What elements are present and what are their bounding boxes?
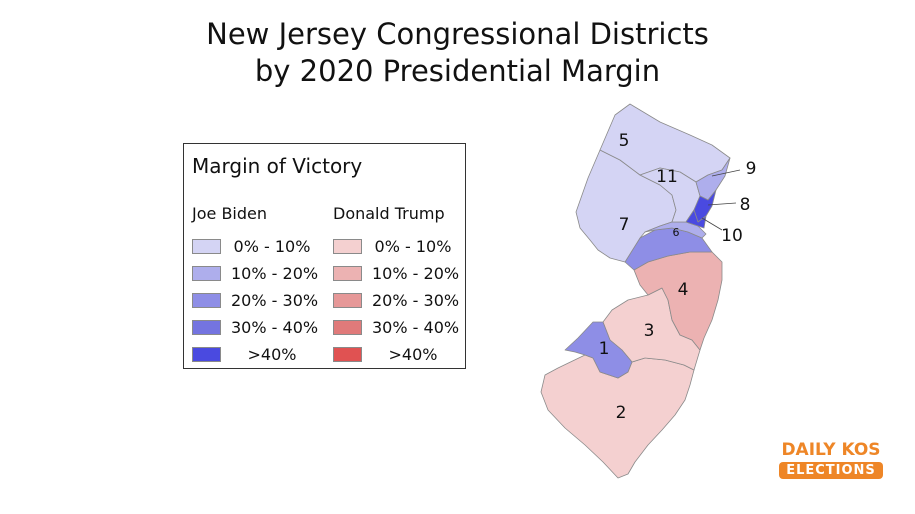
legend-row-biden: 20% - 30% bbox=[192, 290, 319, 310]
legend-swatch-trump bbox=[333, 319, 362, 335]
legend-row-trump: >40% bbox=[333, 344, 454, 364]
district-1 bbox=[564, 321, 633, 379]
legend-row-biden: 30% - 40% bbox=[192, 317, 319, 337]
district-10 bbox=[685, 209, 707, 229]
district-label-4: 4 bbox=[678, 280, 689, 300]
legend-range-label: 20% - 30% bbox=[231, 290, 319, 310]
legend-row-trump: 10% - 20% bbox=[333, 263, 460, 283]
legend-swatch-biden bbox=[192, 346, 221, 362]
map-title-line2: by 2020 Presidential Margin bbox=[254, 54, 661, 88]
legend-swatch-trump bbox=[333, 292, 362, 308]
legend-header-trump: Donald Trump bbox=[333, 204, 445, 223]
district-label-1: 1 bbox=[599, 339, 610, 359]
district-label-8: 8 bbox=[740, 195, 751, 215]
legend-range-label: >40% bbox=[388, 344, 438, 364]
map-title: New Jersey Congressional Districts by 20… bbox=[0, 16, 915, 90]
legend-range-label: >40% bbox=[247, 344, 297, 364]
legend-row-trump: 30% - 40% bbox=[333, 317, 460, 337]
legend-swatch-trump bbox=[333, 265, 362, 281]
logo-line1: DAILY KOS bbox=[781, 440, 881, 460]
callout-line-9 bbox=[711, 169, 741, 177]
legend: Margin of Victory Joe Biden Donald Trump… bbox=[183, 143, 466, 369]
legend-swatch-trump bbox=[333, 238, 362, 254]
legend-range-label: 10% - 20% bbox=[372, 263, 460, 283]
callout-line-8 bbox=[707, 202, 737, 206]
legend-range-label: 10% - 20% bbox=[231, 263, 319, 283]
district-label-6: 6 bbox=[673, 226, 680, 239]
legend-title: Margin of Victory bbox=[192, 154, 363, 178]
nj-district-map: 5 11 7 6 4 3 1 2 9 8 10 bbox=[540, 103, 757, 479]
legend-swatch-biden bbox=[192, 292, 221, 308]
logo-line2: ELECTIONS bbox=[779, 462, 883, 479]
callout-line-10 bbox=[701, 217, 723, 231]
legend-swatch-biden bbox=[192, 238, 221, 254]
daily-kos-elections-logo: DAILY KOS ELECTIONS bbox=[779, 440, 883, 479]
legend-row-trump: 20% - 30% bbox=[333, 290, 460, 310]
legend-range-label: 0% - 10% bbox=[374, 236, 452, 256]
legend-range-label: 30% - 40% bbox=[372, 317, 460, 337]
legend-row-biden: >40% bbox=[192, 344, 313, 364]
legend-range-label: 0% - 10% bbox=[233, 236, 311, 256]
district-label-3: 3 bbox=[644, 321, 655, 341]
district-label-9: 9 bbox=[746, 159, 757, 179]
legend-swatch-biden bbox=[192, 265, 221, 281]
district-label-2: 2 bbox=[616, 403, 627, 423]
legend-row-trump: 0% - 10% bbox=[333, 236, 454, 256]
district-label-11: 11 bbox=[656, 167, 678, 187]
legend-row-biden: 10% - 20% bbox=[192, 263, 319, 283]
legend-range-label: 30% - 40% bbox=[231, 317, 319, 337]
legend-header-biden: Joe Biden bbox=[192, 204, 267, 223]
district-label-5: 5 bbox=[619, 131, 630, 151]
district-label-10: 10 bbox=[721, 226, 743, 246]
legend-row-biden: 0% - 10% bbox=[192, 236, 313, 256]
map-title-line1: New Jersey Congressional Districts bbox=[206, 17, 709, 51]
legend-swatch-biden bbox=[192, 319, 221, 335]
district-label-7: 7 bbox=[619, 215, 630, 235]
legend-range-label: 20% - 30% bbox=[372, 290, 460, 310]
legend-swatch-trump bbox=[333, 346, 362, 362]
